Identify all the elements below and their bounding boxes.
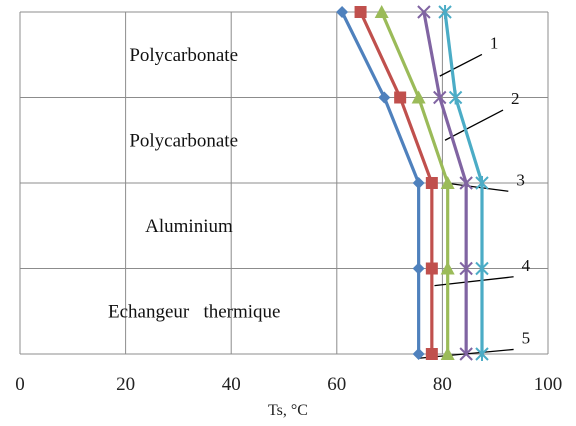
series-3	[374, 5, 455, 360]
x-tick-label: 0	[15, 374, 25, 395]
series-label: 5	[522, 328, 531, 347]
marker-diamond	[378, 91, 391, 104]
data-point	[459, 347, 473, 361]
leader-line	[439, 53, 483, 77]
data-point	[378, 91, 391, 104]
series-1	[438, 5, 489, 361]
data-point	[374, 5, 389, 18]
marker-star	[448, 90, 463, 105]
data-point	[417, 5, 431, 19]
marker-x	[459, 261, 473, 276]
marker-diamond	[336, 6, 349, 18]
marker-triangle	[440, 176, 455, 189]
x-tick-labels: 0 20 40 60 80 100	[15, 374, 562, 395]
series-label: 4	[522, 256, 531, 275]
x-tick-label: 100	[534, 374, 563, 395]
series-label: 2	[511, 89, 520, 108]
marker-diamond	[412, 348, 425, 360]
x-axis-label: Ts, °C	[268, 402, 308, 419]
data-point	[412, 177, 425, 189]
data-point	[433, 90, 447, 105]
marker-x	[459, 176, 473, 190]
marker-square	[425, 348, 438, 360]
layer-label: Polycarbonate	[129, 130, 238, 151]
series-label: 3	[516, 170, 525, 189]
layer-label: Aluminium	[145, 216, 233, 237]
x-tick-label: 40	[222, 374, 241, 395]
data-point	[425, 177, 438, 189]
data-point	[412, 348, 425, 360]
marker-square	[425, 177, 438, 189]
marker-diamond	[412, 262, 425, 275]
leader-line	[444, 109, 504, 141]
grid	[19, 11, 549, 355]
series-2	[417, 5, 473, 361]
data-point	[425, 262, 438, 275]
marker-triangle	[411, 90, 426, 104]
data-point	[440, 176, 455, 189]
layer-label: Polycarbonate	[129, 45, 238, 66]
marker-star	[438, 5, 452, 19]
data-point	[440, 261, 455, 275]
x-tick-label: 60	[327, 374, 346, 395]
data-point	[459, 261, 473, 276]
data-point	[475, 261, 489, 276]
marker-square	[425, 262, 438, 275]
series-group	[336, 5, 489, 361]
marker-x	[433, 90, 447, 105]
marker-x	[417, 5, 431, 19]
data-point	[448, 90, 463, 105]
series-callouts: 1 2 3 4 5	[490, 33, 531, 347]
data-point	[425, 348, 438, 360]
data-point	[411, 90, 426, 104]
data-point	[459, 176, 473, 190]
layer-label: Echangeur thermique	[108, 301, 281, 322]
data-point	[412, 262, 425, 275]
data-point	[438, 5, 452, 19]
marker-star	[475, 176, 489, 190]
marker-diamond	[412, 177, 425, 189]
data-point	[394, 91, 407, 104]
layer-labels: Polycarbonate Polycarbonate Aluminium Echan…	[108, 45, 281, 323]
marker-triangle	[440, 261, 455, 275]
data-point	[336, 6, 349, 18]
marker-star	[475, 261, 489, 276]
data-point	[475, 347, 489, 361]
marker-square	[394, 91, 407, 104]
data-point	[354, 6, 367, 18]
marker-square	[354, 6, 367, 18]
series-label: 1	[490, 33, 499, 52]
series-4	[354, 6, 438, 360]
marker-star	[475, 347, 489, 361]
series-5	[336, 6, 425, 360]
data-point	[440, 347, 455, 360]
x-tick-label: 80	[433, 374, 452, 395]
data-point	[475, 176, 489, 190]
x-tick-label: 20	[116, 374, 135, 395]
marker-triangle	[440, 347, 455, 360]
marker-triangle	[374, 5, 389, 18]
marker-x	[459, 347, 473, 361]
